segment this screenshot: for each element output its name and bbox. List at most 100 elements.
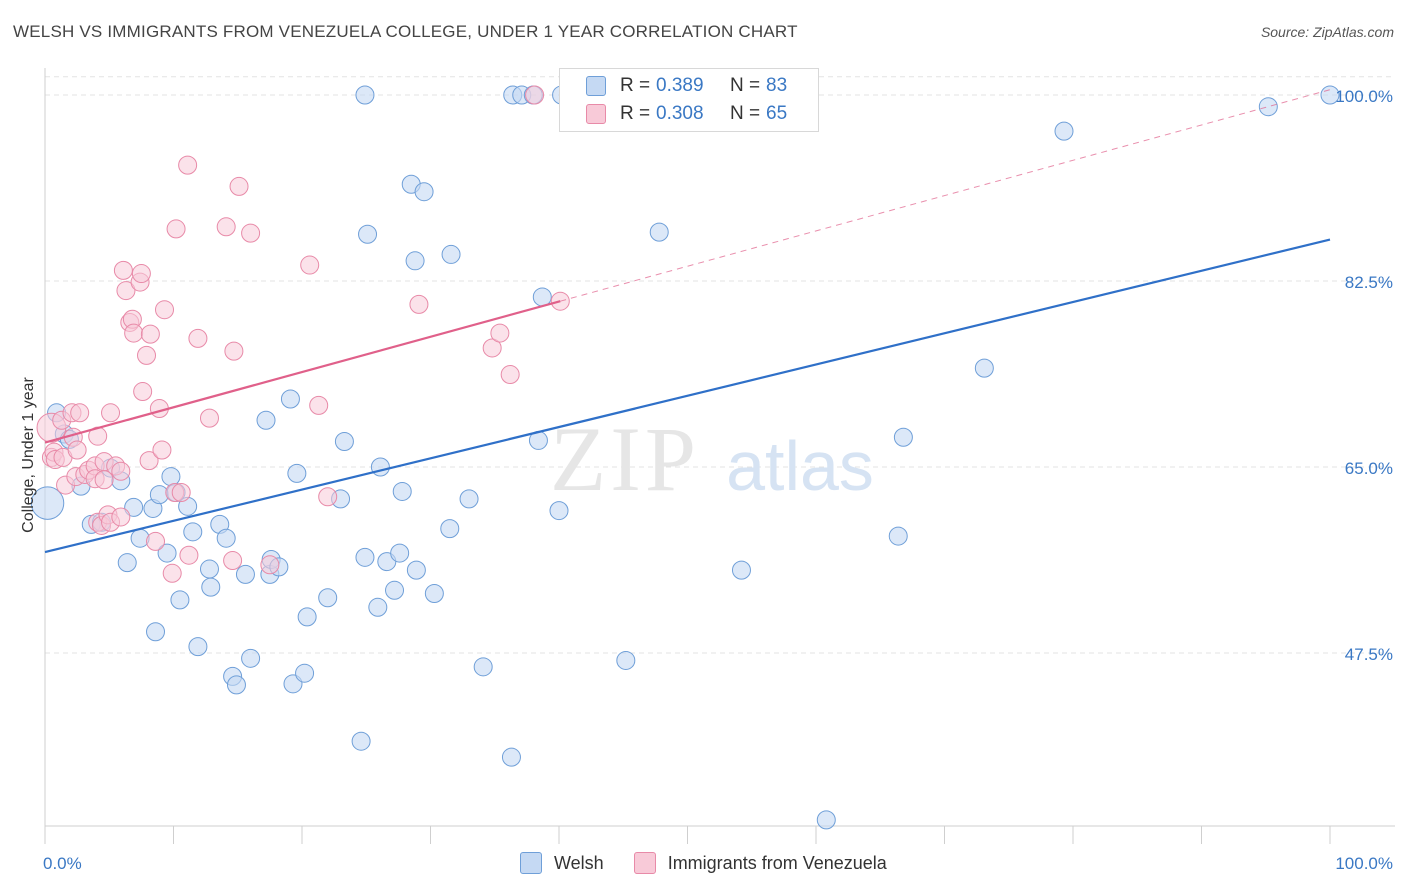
axes — [44, 68, 1395, 844]
welsh-point — [459, 489, 479, 509]
venezuela-point — [139, 451, 159, 471]
y-axis-label: College, Under 1 year — [20, 377, 37, 533]
legend-swatch-welsh — [520, 852, 542, 874]
legend-r-value: 0.389 — [656, 75, 704, 96]
venezuela-point — [490, 323, 510, 343]
welsh-point — [146, 622, 166, 642]
venezuela-point — [229, 176, 249, 196]
venezuela-point — [70, 403, 90, 423]
venezuela-point — [116, 281, 136, 301]
legend-swatch-venezuela — [633, 852, 656, 874]
welsh-point — [318, 588, 338, 608]
welsh-point — [424, 583, 444, 603]
legend-item-welsh[interactable]: Welsh — [520, 852, 604, 874]
venezuela-point — [199, 408, 219, 428]
source-label: Source: ZipAtlas.com — [1260, 24, 1394, 40]
welsh-point — [1054, 121, 1074, 141]
welsh-points — [30, 85, 1340, 830]
welsh-point — [406, 560, 426, 580]
welsh-point — [30, 486, 65, 520]
legend-swatch-venezuela — [586, 104, 606, 124]
venezuela-point — [137, 345, 157, 365]
welsh-point — [816, 810, 836, 830]
venezuela-point — [179, 545, 199, 565]
legend-row-welsh: R = 0.389 N = 83 — [586, 73, 787, 99]
welsh-point — [368, 597, 388, 617]
welsh-point — [888, 526, 908, 546]
venezuela-point — [525, 85, 545, 105]
venezuela-point — [101, 403, 121, 423]
venezuela-point — [155, 300, 175, 320]
welsh-point — [501, 747, 521, 767]
welsh-point — [170, 590, 190, 610]
watermark-zip: ZIP — [550, 408, 700, 510]
watermark-atlas: atlas — [726, 427, 874, 505]
legend-item-venezuela[interactable]: Immigrants from Venezuela — [633, 852, 887, 874]
legend-n-value: 83 — [766, 75, 788, 96]
venezuela-point — [188, 328, 208, 348]
venezuela-point — [224, 341, 244, 361]
welsh-point — [161, 467, 181, 487]
tick-labels: 47.5% 65.0% 82.5% 100.0% 0.0% 100.0% — [43, 87, 1393, 873]
welsh-point — [124, 497, 144, 517]
welsh-point — [974, 358, 994, 378]
venezuela-point — [300, 255, 320, 275]
welsh-point — [616, 650, 636, 670]
welsh-point — [355, 85, 375, 105]
legend-n-label: N = — [730, 75, 761, 96]
welsh-point — [549, 501, 569, 521]
welsh-point — [731, 560, 751, 580]
venezuela-point — [482, 338, 502, 358]
chart-title: WELSH VS IMMIGRANTS FROM VENEZUELA COLLE… — [13, 22, 798, 41]
y-tick-label: 82.5% — [1345, 273, 1393, 292]
welsh-point — [355, 547, 375, 567]
venezuela-point — [111, 461, 131, 481]
venezuela-point — [111, 507, 131, 527]
venezuela-point — [409, 294, 429, 314]
venezuela-point — [131, 264, 151, 284]
welsh-point — [199, 559, 219, 579]
legend-label-venezuela: Immigrants from Venezuela — [667, 852, 887, 873]
legend-swatch-welsh — [586, 76, 606, 96]
welsh-point — [414, 182, 434, 202]
venezuela-trend-line — [44, 300, 561, 444]
venezuela-point — [241, 223, 261, 243]
welsh-point — [532, 287, 552, 307]
venezuela-point — [124, 323, 144, 343]
trend-lines — [44, 89, 1331, 554]
welsh-point — [280, 389, 300, 409]
x-tick-label: 100.0% — [1335, 854, 1393, 873]
venezuela-point — [166, 219, 186, 239]
venezuela-point — [146, 531, 166, 551]
welsh-point — [183, 522, 203, 542]
welsh-point — [649, 222, 669, 242]
venezuela-point — [500, 365, 520, 385]
welsh-point — [405, 251, 425, 271]
welsh-point — [1258, 97, 1278, 117]
welsh-point — [130, 528, 150, 548]
venezuela-point — [171, 483, 191, 503]
welsh-point — [235, 564, 255, 584]
y-tick-label: 100.0% — [1335, 87, 1393, 106]
welsh-point — [358, 224, 378, 244]
welsh-point — [188, 637, 208, 657]
welsh-point — [893, 427, 913, 447]
welsh-point — [334, 431, 354, 451]
welsh-point — [295, 663, 315, 683]
venezuela-point — [309, 395, 329, 415]
welsh-point — [297, 607, 317, 627]
watermark: ZIP atlas — [550, 408, 874, 510]
welsh-point — [216, 528, 236, 548]
welsh-point — [385, 580, 405, 600]
legend-row-venezuela: R = 0.308 N = 65 — [586, 101, 787, 127]
venezuela-point — [140, 324, 160, 344]
welsh-point — [441, 244, 461, 264]
welsh-point — [370, 457, 390, 477]
welsh-point — [392, 481, 412, 501]
venezuela-point — [178, 155, 198, 175]
welsh-point — [287, 463, 307, 483]
welsh-point — [473, 657, 493, 677]
venezuela-point — [113, 260, 133, 280]
venezuela-trend-extension — [560, 89, 1331, 302]
